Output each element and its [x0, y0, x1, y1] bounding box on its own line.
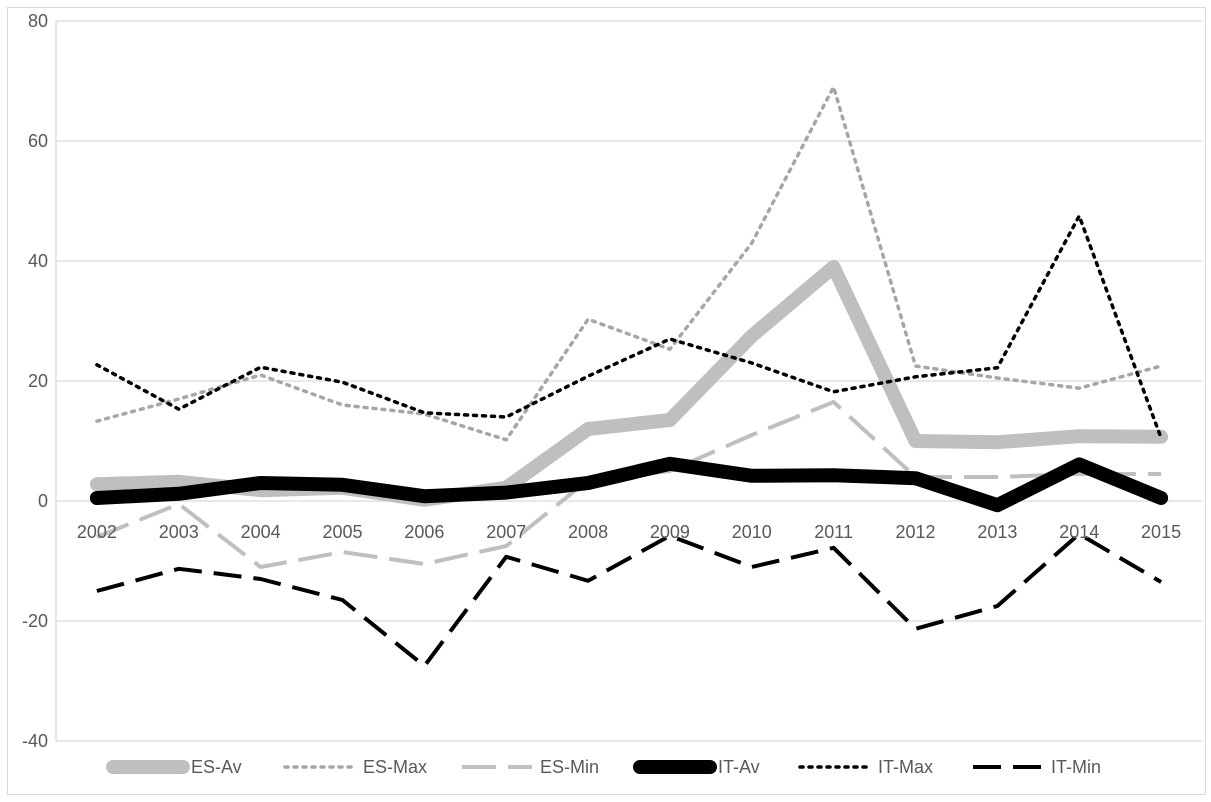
legend-label: ES-Max	[363, 757, 427, 777]
y-tick-label: 80	[28, 11, 48, 31]
legend-label: IT-Max	[878, 757, 933, 777]
series-line-it-av	[89, 456, 1169, 513]
x-tick-label: 2010	[732, 522, 772, 542]
x-axis-ticks: 2002 2003 2004 2005 2006 2007 2008 2009 2010 2011…	[77, 522, 1181, 542]
y-axis-ticks: -40 -20 0 20 40 60 80	[22, 11, 48, 751]
y-tick-label: 20	[28, 371, 48, 391]
series-lines	[89, 85, 1169, 668]
series-line-it-min	[96, 532, 1163, 668]
x-tick-label: 2007	[486, 522, 526, 542]
x-tick-label: 2015	[1141, 522, 1181, 542]
series-line-es-max	[95, 85, 1163, 442]
chart-frame	[7, 7, 1206, 795]
series-line-it-max	[95, 214, 1163, 440]
x-tick-label: 2011	[814, 522, 853, 542]
y-tick-label: -20	[22, 611, 48, 631]
y-tick-label: -40	[22, 731, 48, 751]
x-tick-label: 2006	[404, 522, 444, 542]
y-tick-label: 60	[28, 131, 48, 151]
y-tick-label: 0	[38, 491, 48, 511]
legend-label: ES-Min	[540, 757, 599, 777]
x-tick-label: 2002	[77, 522, 117, 542]
x-tick-label: 2013	[977, 522, 1017, 542]
x-tick-label: 2004	[241, 522, 281, 542]
series-line-es-av	[89, 260, 1169, 507]
legend: ES-Av ES-Max ES-Min IT-Av IT-Max IT-Min	[106, 757, 1101, 777]
x-tick-label: 2014	[1059, 522, 1099, 542]
x-tick-label: 2005	[322, 522, 362, 542]
y-tick-label: 40	[28, 251, 48, 271]
gridlines	[55, 20, 1202, 742]
x-tick-label: 2003	[159, 522, 199, 542]
series-line-es-min	[96, 400, 1162, 569]
legend-label: IT-Min	[1051, 757, 1101, 777]
x-tick-label: 2009	[650, 522, 690, 542]
legend-label: IT-Av	[718, 757, 760, 777]
x-tick-label: 2012	[895, 522, 935, 542]
legend-label: ES-Av	[191, 757, 242, 777]
x-tick-label: 2008	[568, 522, 608, 542]
